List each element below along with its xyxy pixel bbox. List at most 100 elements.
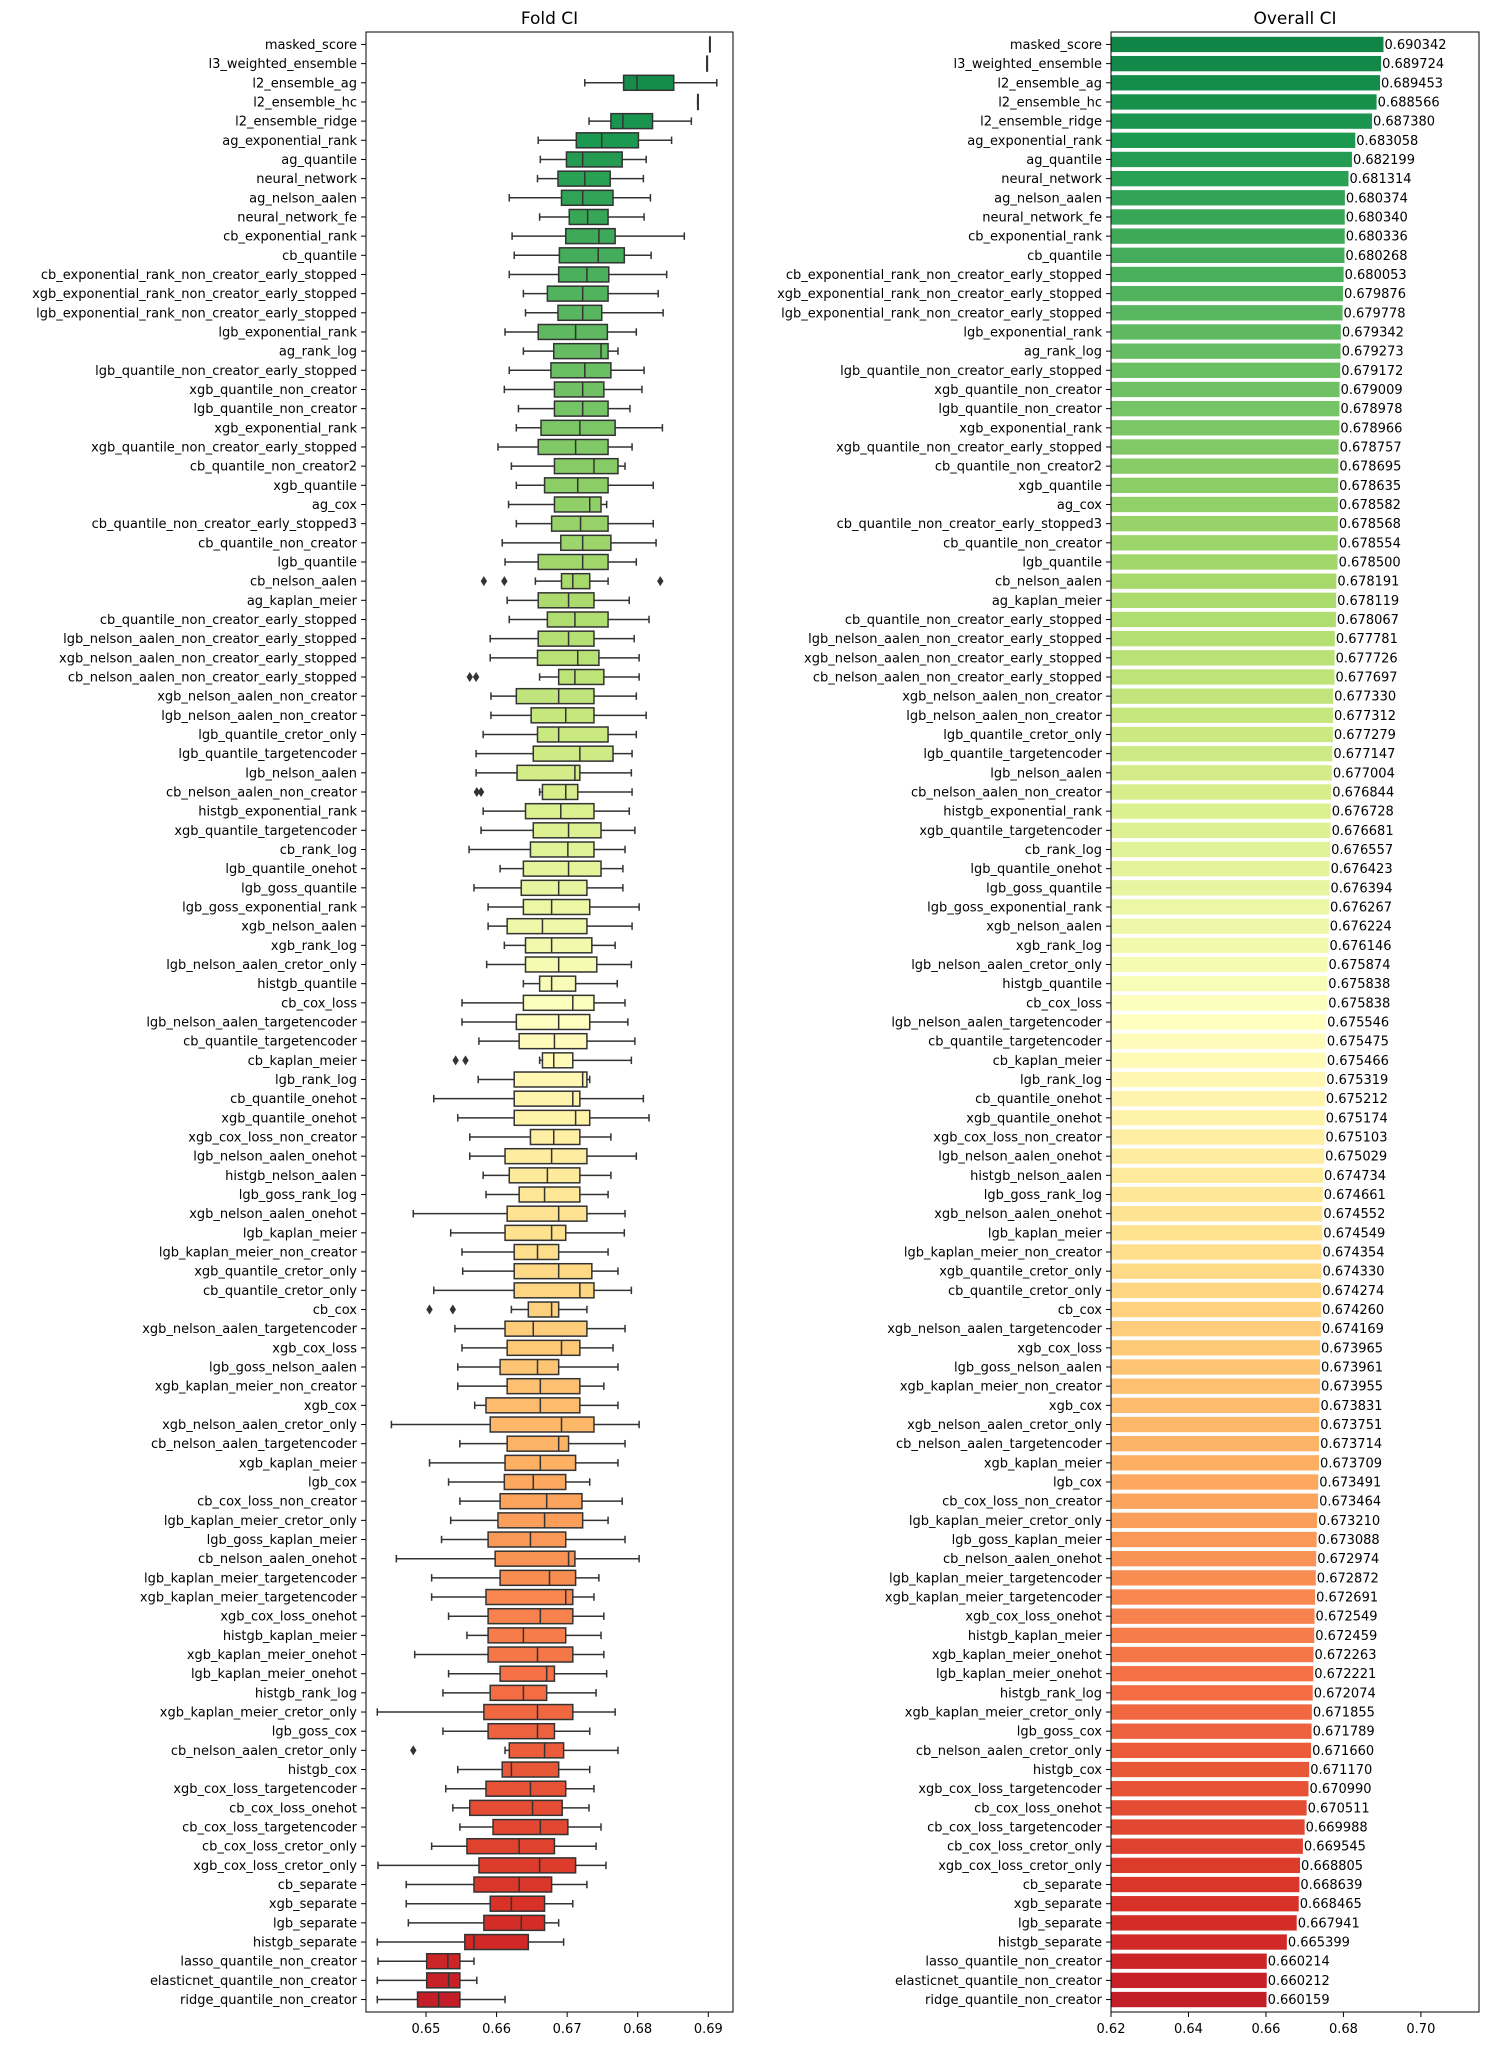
- category-label-lgb-nelson-aalen-targetencoder: lgb_nelson_aalen_targetencoder: [146, 1016, 357, 1031]
- bar-cb-nelson-aalen-cretor-only: [1111, 1742, 1312, 1759]
- box-lasso-quantile-non-creator: [377, 1952, 475, 1970]
- bar-xgb-nelson-aalen-onehot: [1111, 1206, 1323, 1222]
- box-histgb-cox: [457, 1761, 591, 1778]
- category-label-histgb-separate: histgb_separate: [998, 1936, 1102, 1951]
- value-label-cb-quantile-targetencoder: 0.675475: [1327, 1035, 1389, 1050]
- bar-cb-quantile-cretor-only: [1111, 1282, 1322, 1299]
- category-label-lgb-nelson-aalen: lgb_nelson_aalen: [990, 766, 1102, 781]
- category-label-cb-rank-log: cb_rank_log: [1025, 843, 1102, 858]
- category-label-lgb-goss-exponential-rank: lgb_goss_exponential_rank: [927, 900, 1102, 915]
- bar-histgb-separate: [1111, 1934, 1287, 1950]
- category-label-l2-ensemble-ridge: l2_ensemble_ridge: [235, 115, 357, 130]
- bar-xgb-rank-log: [1111, 937, 1329, 953]
- category-label-cb-kaplan-meier: cb_kaplan_meier: [248, 1054, 358, 1069]
- category-label-xgb-nelson-aalen: xgb_nelson_aalen: [986, 920, 1102, 935]
- category-label-cb-nelson-aalen-non-creator-early-stopped: cb_nelson_aalen_non_creator_early_stoppe…: [68, 670, 357, 685]
- box-histgb-nelson-aalen: [482, 1167, 612, 1184]
- category-label-xgb-quantile-non-creator: xgb_quantile_non_creator: [934, 383, 1102, 398]
- category-label-cb-nelson-aalen-targetencoder: cb_nelson_aalen_targetencoder: [151, 1437, 358, 1452]
- iqr-box: [557, 304, 603, 322]
- value-label-lgb-goss-quantile: 0.676394: [1330, 881, 1392, 896]
- bar-xgb-quantile: [1111, 477, 1339, 493]
- x-tick-label-1: 0.66: [482, 2022, 511, 2037]
- category-label-lgb-separate: lgb_separate: [1018, 1916, 1102, 1931]
- category-label-xgb-kaplan-meier: xgb_kaplan_meier: [239, 1456, 358, 1471]
- box-ag-exponential-rank: [537, 132, 673, 149]
- category-label-neural-network: neural_network: [256, 172, 357, 187]
- value-label-histgb-exponential-rank: 0.676728: [1332, 805, 1394, 820]
- category-label-l2-ensemble-ridge: l2_ensemble_ridge: [980, 115, 1102, 130]
- category-label-l3-weighted-ensemble: l3_weighted_ensemble: [954, 57, 1103, 72]
- box-xgb-cox-loss-non-creator: [468, 1128, 612, 1146]
- box-cb-quantile-non-creator-early-stopped3: [515, 515, 654, 532]
- category-label-ag-exponential-rank: ag_exponential_rank: [222, 134, 357, 149]
- category-label-lgb-quantile-cretor-only: lgb_quantile_cretor_only: [198, 728, 357, 743]
- bar-ag-exponential-rank: [1111, 132, 1356, 148]
- bar-neural-network: [1111, 170, 1349, 187]
- category-label-cb-cox-loss-onehot: cb_cox_loss_onehot: [974, 1801, 1102, 1816]
- category-label-cb-nelson-aalen-non-creator: cb_nelson_aalen_non_creator: [911, 785, 1103, 800]
- category-label-neural-network-fe: neural_network_fe: [982, 210, 1102, 225]
- box-xgb-nelson-aalen-non-creator: [490, 687, 638, 705]
- category-label-histgb-kaplan-meier: histgb_kaplan_meier: [223, 1629, 358, 1644]
- outlier-0: [426, 1304, 433, 1315]
- x-tick-label-3: 0.68: [623, 2022, 652, 2037]
- category-label-lgb-quantile-non-creator: lgb_quantile_non_creator: [193, 402, 357, 417]
- category-label-cb-cox-loss-non-creator: cb_cox_loss_non_creator: [197, 1495, 358, 1510]
- category-label-ag-cox: ag_cox: [312, 498, 357, 513]
- category-label-xgb-kaplan-meier-non-creator: xgb_kaplan_meier_non_creator: [155, 1380, 358, 1395]
- value-label-cb-nelson-aalen-non-creator-early-stopped: 0.677697: [1336, 670, 1398, 685]
- box-lgb-quantile-non-creator: [517, 400, 631, 417]
- iqr-box: [499, 1665, 556, 1682]
- bar-masked-score: [1111, 36, 1384, 53]
- bar-xgb-cox-loss-targetencoder: [1111, 1781, 1309, 1797]
- category-label-xgb-quantile-targetencoder: xgb_quantile_targetencoder: [174, 824, 357, 839]
- box-lgb-nelson-aalen-non-creator: [490, 707, 647, 724]
- box-lgb-goss-kaplan-meier: [440, 1531, 626, 1548]
- value-label-cb-nelson-aalen-onehot: 0.672974: [1317, 1552, 1379, 1567]
- category-label-xgb-quantile-non-creator-early-stopped: xgb_quantile_non_creator_early_stopped: [836, 440, 1102, 455]
- category-label-lasso-quantile-non-creator: lasso_quantile_non_creator: [180, 1955, 357, 1970]
- category-label-histgb-cox: histgb_cox: [1033, 1763, 1102, 1778]
- iqr-box: [494, 1550, 576, 1567]
- category-label-xgb-cox-loss: xgb_cox_loss: [1017, 1341, 1102, 1356]
- iqr-box: [513, 1090, 581, 1107]
- outlier-0: [473, 786, 481, 797]
- value-label-xgb-nelson-aalen-non-creator-early-stopped: 0.677726: [1336, 651, 1398, 666]
- iqr-box: [508, 1167, 581, 1184]
- category-label-lgb-goss-rank-log: lgb_goss_rank_log: [239, 1188, 357, 1203]
- value-label-lgb-kaplan-meier-cretor-only: 0.673210: [1318, 1514, 1380, 1529]
- category-label-lgb-goss-nelson-aalen: lgb_goss_nelson_aalen: [209, 1361, 357, 1376]
- category-label-lgb-nelson-aalen-cretor-only: lgb_nelson_aalen_cretor_only: [911, 958, 1102, 973]
- category-label-ridge-quantile-non-creator: ridge_quantile_non_creator: [180, 1993, 358, 2008]
- bar-lgb-kaplan-meier-onehot: [1111, 1666, 1314, 1682]
- iqr-box: [524, 956, 598, 973]
- iqr-box: [499, 1358, 560, 1376]
- category-label-lgb-goss-rank-log: lgb_goss_rank_log: [984, 1188, 1102, 1203]
- iqr-box: [466, 1837, 556, 1855]
- category-label-xgb-quantile-targetencoder: xgb_quantile_targetencoder: [919, 824, 1102, 839]
- iqr-box: [513, 1282, 595, 1299]
- box-elasticnet-quantile-non-creator: [376, 1972, 478, 1989]
- bar-lgb-goss-exponential-rank: [1111, 899, 1329, 915]
- bar-xgb-nelson-aalen-non-creator-early-stopped: [1111, 650, 1335, 666]
- category-label-l2-ensemble-hc: l2_ensemble_hc: [998, 95, 1102, 110]
- category-label-lgb-exponential-rank-non-creator-early-stopped: lgb_exponential_rank_non_creator_early_s…: [781, 306, 1102, 321]
- iqr-box: [489, 1895, 546, 1912]
- category-label-xgb-nelson-aalen-non-creator-early-stopped: xgb_nelson_aalen_non_creator_early_stopp…: [804, 651, 1102, 666]
- bar-xgb-kaplan-meier-cretor-only: [1111, 1704, 1312, 1720]
- category-label-lgb-kaplan-meier-targetencoder: lgb_kaplan_meier_targetencoder: [889, 1571, 1103, 1586]
- bar-xgb-kaplan-meier: [1111, 1455, 1320, 1471]
- value-label-xgb-kaplan-meier-non-creator: 0.673955: [1321, 1380, 1383, 1395]
- box-xgb-nelson-aalen-onehot: [412, 1205, 626, 1222]
- value-label-xgb-kaplan-meier-onehot: 0.672263: [1314, 1648, 1376, 1663]
- box-ag-rank-log: [522, 342, 619, 360]
- iqr-box: [492, 1818, 569, 1836]
- box-lgb-cox: [447, 1473, 591, 1491]
- value-label-xgb-nelson-aalen: 0.676224: [1330, 920, 1392, 935]
- category-label-masked-score: masked_score: [1010, 38, 1102, 53]
- bar-lgb-nelson-aalen-targetencoder: [1111, 1014, 1327, 1030]
- iqr-box: [540, 419, 616, 437]
- iqr-box: [553, 457, 619, 475]
- iqr-box: [506, 1205, 588, 1222]
